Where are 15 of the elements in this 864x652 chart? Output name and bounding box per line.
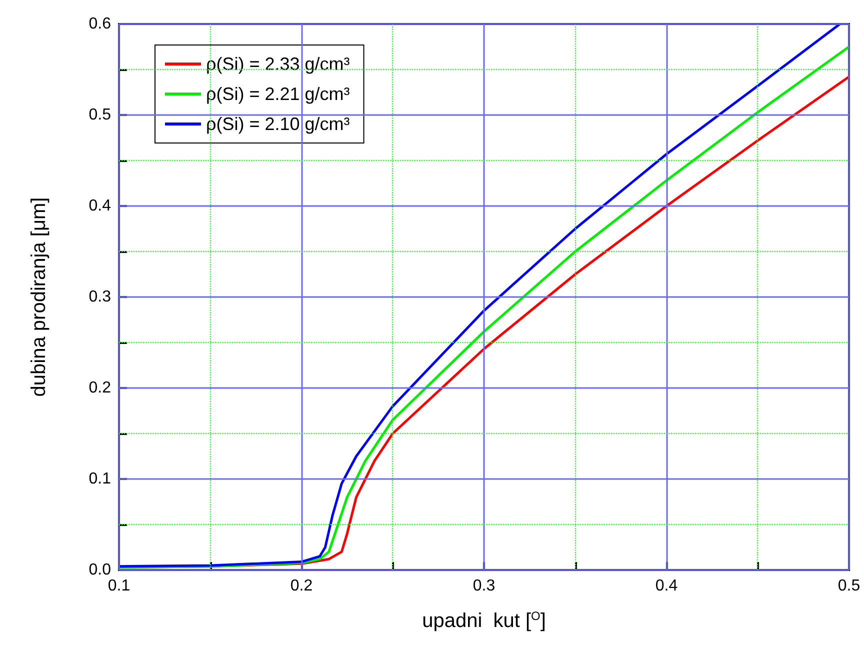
y-axis-title: dubina prodiranja [μm] (28, 197, 50, 397)
y-tick-label: 0.6 (88, 16, 112, 32)
x-tick-label: 0.3 (472, 578, 496, 594)
x-tick-label: 0.5 (838, 578, 860, 594)
x-tick-label: 0.2 (290, 578, 313, 594)
y-tick-label: 0.1 (88, 470, 112, 488)
y-tick-label: 0.2 (88, 380, 112, 396)
y-tick-label: 0.4 (88, 198, 112, 214)
y-tick-label: 0.0 (88, 562, 112, 578)
y-tick-label: 0.3 (88, 288, 112, 306)
legend-label: ρ(Si) = 2.21 g/cm³ (206, 84, 350, 104)
x-tick-label: 0.1 (108, 578, 130, 594)
legend-label: ρ(Si) = 2.10 g/cm³ (206, 114, 350, 134)
y-tick-label: 0.5 (88, 106, 112, 124)
x-tick-label: 0.4 (655, 578, 678, 594)
